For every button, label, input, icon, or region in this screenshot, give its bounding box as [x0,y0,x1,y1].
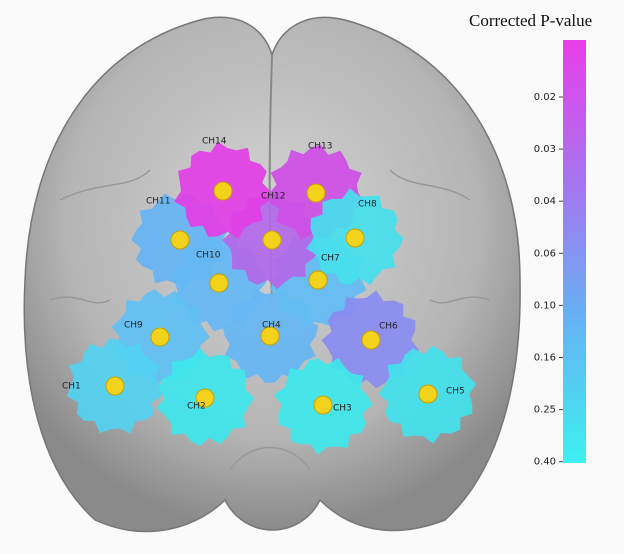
colorbar-ticks: 0.02 0.03 0.04 0.06 0.10 0.16 0.25 0.40 [534,92,563,468]
tick-label: 0.06 [534,248,556,259]
channel-label: CH8 [358,200,377,210]
tick-label: 0.02 [534,92,556,103]
optode-dot [213,181,233,201]
optode-dot [306,183,326,203]
tick-label: 0.10 [534,300,556,311]
optode-dot [150,327,170,347]
optode-dot [345,228,365,248]
tick-label: 0.25 [534,405,556,416]
colorbar-title: Corrected P-value [469,11,592,30]
optode-dot [308,270,328,290]
channel-label: CH2 [187,402,206,412]
optode-dot [260,326,280,346]
optode-dot [313,395,333,415]
channel-label: CH6 [379,322,398,332]
optode-dot [105,376,125,396]
tick-label: 0.16 [534,353,556,364]
channel-label: CH9 [124,321,143,331]
channel-label: CH11 [146,197,171,207]
channel-label: CH1 [62,382,81,392]
optode-dot [361,330,381,350]
optode-dot [170,230,190,250]
tick-label: 0.03 [534,144,556,155]
colorbar [563,40,586,463]
channel-labels: CH1 CH2 CH3 CH4 CH5 CH6 CH7 CH8 CH9 CH10 CH11 CH12 C… [62,137,465,415]
tick-label: 0.04 [534,196,556,207]
optode-dot [195,388,215,408]
channel-label: CH7 [321,254,340,264]
tick-label: 0.40 [534,457,556,468]
channel-label: CH4 [262,321,281,331]
channel-label: CH14 [202,137,227,147]
channel-label: CH12 [261,192,286,202]
optode-dot [418,384,438,404]
channel-label: CH3 [333,404,352,414]
optode-dot [262,230,282,250]
channel-label: CH13 [308,142,333,152]
channel-label: CH5 [446,387,465,397]
optode-dot [209,273,229,293]
channel-label: CH10 [196,251,221,261]
sulci [49,169,491,471]
